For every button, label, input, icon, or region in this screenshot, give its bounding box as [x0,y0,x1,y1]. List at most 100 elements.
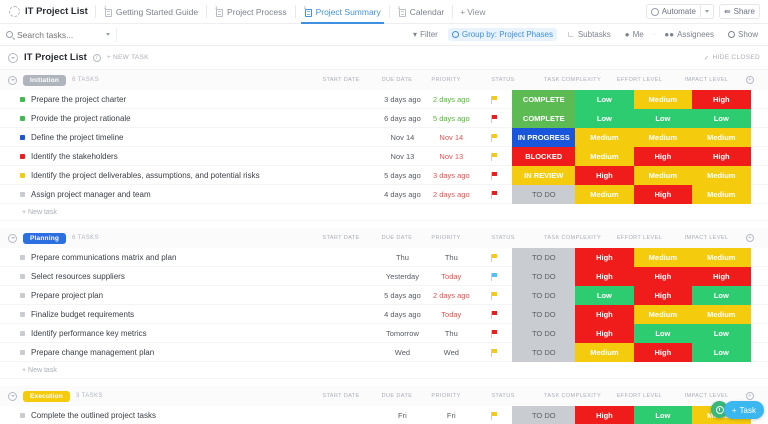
status-cell[interactable]: TO DO [512,184,576,204]
task-complexity-cell[interactable]: High [575,247,634,267]
start-date-cell[interactable]: Tomorrow [385,328,419,338]
task-name-cell[interactable]: Provide the project rationale [20,114,378,123]
start-date-cell[interactable]: 4 days ago [384,309,421,319]
add-task-fab[interactable]: + Task [723,401,764,419]
column-header-task-complexity[interactable]: TASK COMPLEXITY [543,235,602,241]
due-date-cell[interactable]: 3 days ago [432,170,470,180]
chevron-down-icon[interactable] [704,10,709,13]
view-tab-project-process[interactable]: 1 Project Process [214,0,288,24]
column-header-due-date[interactable]: DUE DATE [381,393,413,399]
add-view-button[interactable]: + View [460,7,485,17]
task-complexity-cell[interactable]: Medium [575,342,634,362]
column-header-priority[interactable]: PRIORITY [431,77,461,83]
start-date-cell[interactable]: 5 days ago [384,290,421,300]
effort-level-cell[interactable]: Medium [633,127,693,147]
table-row[interactable]: Prepare change management plan Wed Wed TO D… [0,342,768,362]
effort-level-cell[interactable]: High [633,342,693,362]
due-date-cell[interactable]: Today [441,271,462,281]
column-header-priority[interactable]: PRIORITY [431,393,461,399]
impact-level-cell[interactable]: Low [692,342,751,362]
table-row[interactable]: Finalize budget requirements 4 days ago To… [0,304,768,324]
table-row[interactable]: Define the project timeline Nov 14 Nov 14 I… [0,127,768,147]
impact-level-cell[interactable]: Medium [692,304,751,324]
priority-cell[interactable] [476,185,513,204]
show-button[interactable]: Show [724,28,762,41]
impact-level-cell[interactable]: Low [692,323,751,343]
status-cell[interactable]: IN PROGRESS [512,127,576,147]
start-timer-button[interactable] [711,401,728,418]
collapse-group-icon[interactable] [8,391,17,401]
priority-cell[interactable] [476,267,513,286]
collapse-group-icon[interactable] [8,75,17,85]
table-row[interactable]: Prepare communications matrix and plan Th… [0,247,768,267]
column-header-status[interactable]: STATUS [491,77,515,83]
automate-button[interactable]: Automate [645,4,714,19]
column-header-start-date[interactable]: START DATE [322,393,360,399]
due-date-cell[interactable]: 2 days ago [432,290,470,300]
column-header-priority[interactable]: PRIORITY [431,235,461,241]
start-date-cell[interactable]: Wed [394,347,411,357]
search-input[interactable] [17,29,91,40]
table-row[interactable]: Identify performance key metrics Tomorrow… [0,323,768,343]
impact-level-cell[interactable]: Medium [692,127,751,147]
effort-level-cell[interactable]: Medium [633,89,693,109]
due-date-cell[interactable]: Today [441,309,462,319]
effort-level-cell[interactable]: Medium [633,247,693,267]
column-header-task-complexity[interactable]: TASK COMPLEXITY [543,393,602,399]
new-task-row-initiation[interactable]: + New task [0,204,768,221]
start-date-cell[interactable]: 6 days ago [384,113,421,123]
start-date-cell[interactable]: Nov 14 [390,132,415,142]
search-box[interactable] [6,29,110,40]
due-date-cell[interactable]: 2 days ago [432,94,470,104]
due-date-cell[interactable]: 5 days ago [432,113,470,123]
effort-level-cell[interactable]: Medium [633,304,693,324]
impact-level-cell[interactable]: High [692,89,751,109]
impact-level-cell[interactable]: Medium [692,165,751,185]
task-complexity-cell[interactable]: High [575,405,634,424]
due-date-cell[interactable]: Fri [446,410,456,420]
task-name-cell[interactable]: Prepare the project charter [20,95,378,104]
subtasks-button[interactable]: ∟ Subtasks [563,28,615,41]
status-cell[interactable]: COMPLETE [512,108,576,128]
task-complexity-cell[interactable]: High [575,323,634,343]
start-date-cell[interactable]: Yesterday [385,271,419,281]
group-badge[interactable]: Initiation [23,74,67,86]
view-tab-getting-started-guide[interactable]: 1 Getting Started Guide [103,0,199,24]
impact-level-cell[interactable]: Medium [692,247,751,267]
task-complexity-cell[interactable]: Low [575,89,634,109]
task-complexity-cell[interactable]: High [575,266,634,286]
task-complexity-cell[interactable]: High [575,165,634,185]
column-header-start-date[interactable]: START DATE [322,235,360,241]
task-name-cell[interactable]: Identify the project deliverables, assum… [20,171,378,180]
priority-cell[interactable] [476,343,513,362]
assignees-button[interactable]: ●● Assignees [660,28,718,41]
priority-cell[interactable] [476,248,513,267]
filter-button[interactable]: ▾ Filter [409,28,442,41]
task-complexity-cell[interactable]: High [575,304,634,324]
priority-cell[interactable] [476,90,513,109]
due-date-cell[interactable]: 2 days ago [432,189,470,199]
task-name-cell[interactable]: Define the project timeline [20,133,378,142]
column-header-due-date[interactable]: DUE DATE [381,77,413,83]
task-name-cell[interactable]: Prepare communications matrix and plan [20,253,378,262]
column-header-task-complexity[interactable]: TASK COMPLEXITY [543,77,602,83]
effort-level-cell[interactable]: High [633,266,693,286]
view-tab-project-summary[interactable]: 1 Project Summary [300,0,384,24]
column-header-impact-level[interactable]: IMPACT LEVEL [684,77,729,83]
priority-cell[interactable] [476,128,513,147]
priority-cell[interactable] [476,406,513,424]
start-date-cell[interactable]: 4 days ago [384,189,421,199]
effort-level-cell[interactable]: High [633,184,693,204]
table-row[interactable]: Assign project manager and team 4 days ag… [0,184,768,204]
due-date-cell[interactable]: Thu [444,252,458,262]
start-date-cell[interactable]: Nov 13 [390,151,415,161]
column-header-effort-level[interactable]: EFFORT LEVEL [616,393,663,399]
table-row[interactable]: Identify the stakeholders Nov 13 Nov 13 BLO… [0,146,768,166]
status-cell[interactable]: TO DO [512,342,576,362]
table-row[interactable]: Provide the project rationale 6 days ago 5… [0,108,768,128]
impact-level-cell[interactable]: Low [692,285,751,305]
group-by-button[interactable]: Group by: Project Phases [447,28,557,41]
effort-level-cell[interactable]: High [633,146,693,166]
status-cell[interactable]: TO DO [512,285,576,305]
due-date-cell[interactable]: Wed [443,347,459,357]
